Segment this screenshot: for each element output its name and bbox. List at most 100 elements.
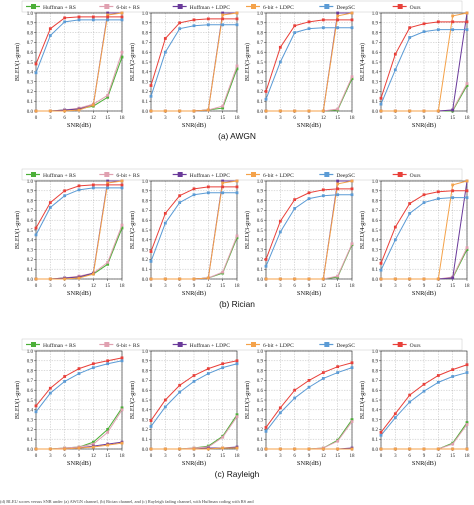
point-6bit-ldpc bbox=[336, 447, 340, 451]
ytick-label: 0.7 bbox=[27, 209, 34, 214]
xtick-label: 0 bbox=[265, 116, 268, 121]
point-6bit-ldpc bbox=[163, 109, 167, 113]
x-axis-label: SNR(dB) bbox=[182, 460, 206, 467]
ytick-label: 0.5 bbox=[27, 399, 34, 404]
point-ours bbox=[91, 362, 95, 366]
point-6bit-ldpc bbox=[350, 447, 354, 451]
legend-label-6bit-ldpc: 6-bit + LDPC bbox=[263, 173, 294, 179]
point-ours bbox=[350, 361, 354, 365]
xtick-label: 9 bbox=[308, 284, 311, 289]
point-huffman-ldpc bbox=[451, 108, 455, 112]
point-ours bbox=[149, 84, 153, 87]
y-axis-label: BLEU(1-gram) bbox=[14, 43, 21, 81]
point-6bit-ldpc bbox=[192, 447, 196, 451]
ytick-label: 0.0 bbox=[372, 110, 379, 115]
point-6bit-rs bbox=[350, 242, 354, 246]
panel-awgn-2: 0.0 0.1 0.2 0.3 0.4 0.5 0.6 0.7 0.8 0.9 1.0 0 3 6 9 12 1… bbox=[129, 11, 240, 129]
ytick-label: 0.7 bbox=[142, 209, 149, 214]
point-huffman-ldpc bbox=[106, 179, 110, 183]
xtick-label: 9 bbox=[78, 116, 81, 121]
point-6bit-ldpc bbox=[149, 109, 153, 113]
xtick-label: 3 bbox=[49, 284, 52, 289]
xtick-label: 9 bbox=[423, 454, 426, 459]
ytick-label: 0.4 bbox=[257, 409, 264, 414]
xtick-label: 15 bbox=[335, 284, 341, 289]
ytick-label: 0.7 bbox=[27, 379, 34, 384]
point-ours bbox=[178, 21, 182, 25]
ytick-label: 0.6 bbox=[27, 51, 34, 56]
point-6bit-rs bbox=[106, 93, 110, 97]
panel-rician-1: 0.0 0.1 0.2 0.3 0.4 0.5 0.6 0.7 0.8 0.9 1.0 0 3 6 9 12 1… bbox=[14, 179, 125, 297]
legend-label-huffman-rs: Huffman + RS bbox=[43, 342, 76, 349]
point-ours bbox=[106, 183, 110, 187]
ytick-label: 1.0 bbox=[372, 12, 379, 17]
legend-label-deepsc: DeepSC bbox=[336, 343, 355, 349]
point-6bit-ldpc bbox=[106, 13, 110, 17]
xtick-label: 15 bbox=[220, 116, 226, 121]
caption: (c) Rayleigh bbox=[215, 469, 260, 479]
point-deepsc bbox=[149, 94, 153, 98]
point-deepsc bbox=[350, 366, 354, 370]
ytick-label: 0.9 bbox=[27, 190, 34, 195]
point-deepsc bbox=[106, 18, 110, 22]
series-line-ours bbox=[35, 184, 122, 229]
xtick-label: 15 bbox=[105, 454, 111, 459]
legend-marker-deepsc bbox=[324, 342, 330, 347]
xtick-label: 6 bbox=[408, 284, 411, 289]
ytick-label: 0.0 bbox=[142, 278, 149, 283]
ytick-label: 0.8 bbox=[27, 31, 34, 36]
point-huffman-rs bbox=[465, 84, 469, 87]
point-ours bbox=[293, 388, 297, 392]
point-deepsc bbox=[48, 391, 52, 395]
point-6bit-ldpc bbox=[77, 446, 81, 450]
point-6bit-ldpc bbox=[34, 447, 38, 451]
ytick-label: 1.0 bbox=[257, 180, 264, 185]
point-6bit-ldpc bbox=[77, 276, 81, 280]
point-6bit-ldpc bbox=[307, 109, 311, 113]
ytick-label: 0.6 bbox=[142, 389, 149, 394]
ytick-label: 0.3 bbox=[257, 248, 264, 253]
point-6bit-ldpc bbox=[77, 108, 81, 112]
point-6bit-ldpc bbox=[379, 277, 383, 281]
ytick-label: 0.3 bbox=[27, 418, 34, 423]
xtick-label: 12 bbox=[436, 116, 442, 121]
ytick-label: 0.2 bbox=[372, 258, 379, 263]
ytick-label: 0.6 bbox=[372, 51, 379, 56]
ytick-label: 1.0 bbox=[257, 12, 264, 17]
point-huffman-rs bbox=[120, 226, 124, 230]
point-deepsc bbox=[422, 389, 426, 393]
ytick-label: 0.1 bbox=[257, 268, 264, 273]
point-ours bbox=[278, 45, 282, 49]
xtick-label: 3 bbox=[49, 454, 52, 459]
point-deepsc bbox=[436, 197, 440, 201]
ytick-label: 0.2 bbox=[142, 90, 149, 95]
point-ours bbox=[192, 187, 196, 191]
ytick-label: 0.5 bbox=[372, 229, 379, 234]
point-ours bbox=[422, 193, 426, 197]
point-deepsc bbox=[91, 18, 95, 22]
ytick-label: 0.6 bbox=[142, 51, 149, 56]
ytick-label: 0.5 bbox=[257, 399, 264, 404]
ytick-label: 0.8 bbox=[372, 199, 379, 204]
point-ours bbox=[465, 20, 469, 24]
point-deepsc bbox=[408, 400, 412, 404]
point-6bit-rs bbox=[465, 82, 469, 85]
ytick-label: 1.0 bbox=[257, 350, 264, 355]
point-ours bbox=[206, 185, 210, 189]
panel-awgn-3: 0.0 0.1 0.2 0.3 0.4 0.5 0.6 0.7 0.8 0.9 1.0 0 3 6 9 12 1… bbox=[244, 11, 355, 129]
point-deepsc bbox=[221, 191, 225, 195]
point-ours bbox=[163, 37, 167, 40]
xtick-label: 9 bbox=[193, 116, 196, 121]
ytick-label: 0.3 bbox=[142, 80, 149, 85]
legend-marker-huffman-rs bbox=[31, 172, 36, 177]
point-6bit-rs bbox=[221, 435, 225, 439]
legend: Huffman + RS 6-bit + RS Huffman + LDPC 6-bi… bbox=[21, 0, 463, 13]
xtick-label: 3 bbox=[164, 116, 167, 121]
point-ours bbox=[307, 191, 311, 195]
ytick-label: 0.8 bbox=[257, 199, 264, 204]
x-axis-label: SNR(dB) bbox=[67, 290, 91, 297]
point-6bit-ldpc bbox=[451, 14, 455, 18]
chart-block-awgn: Huffman + RS 6-bit + RS Huffman + LDPC 6-bi… bbox=[14, 0, 470, 141]
point-huffman-rs bbox=[350, 77, 354, 81]
legend: Huffman + RS 6-bit + RS Huffman + LDPC 6-bi… bbox=[21, 338, 463, 351]
